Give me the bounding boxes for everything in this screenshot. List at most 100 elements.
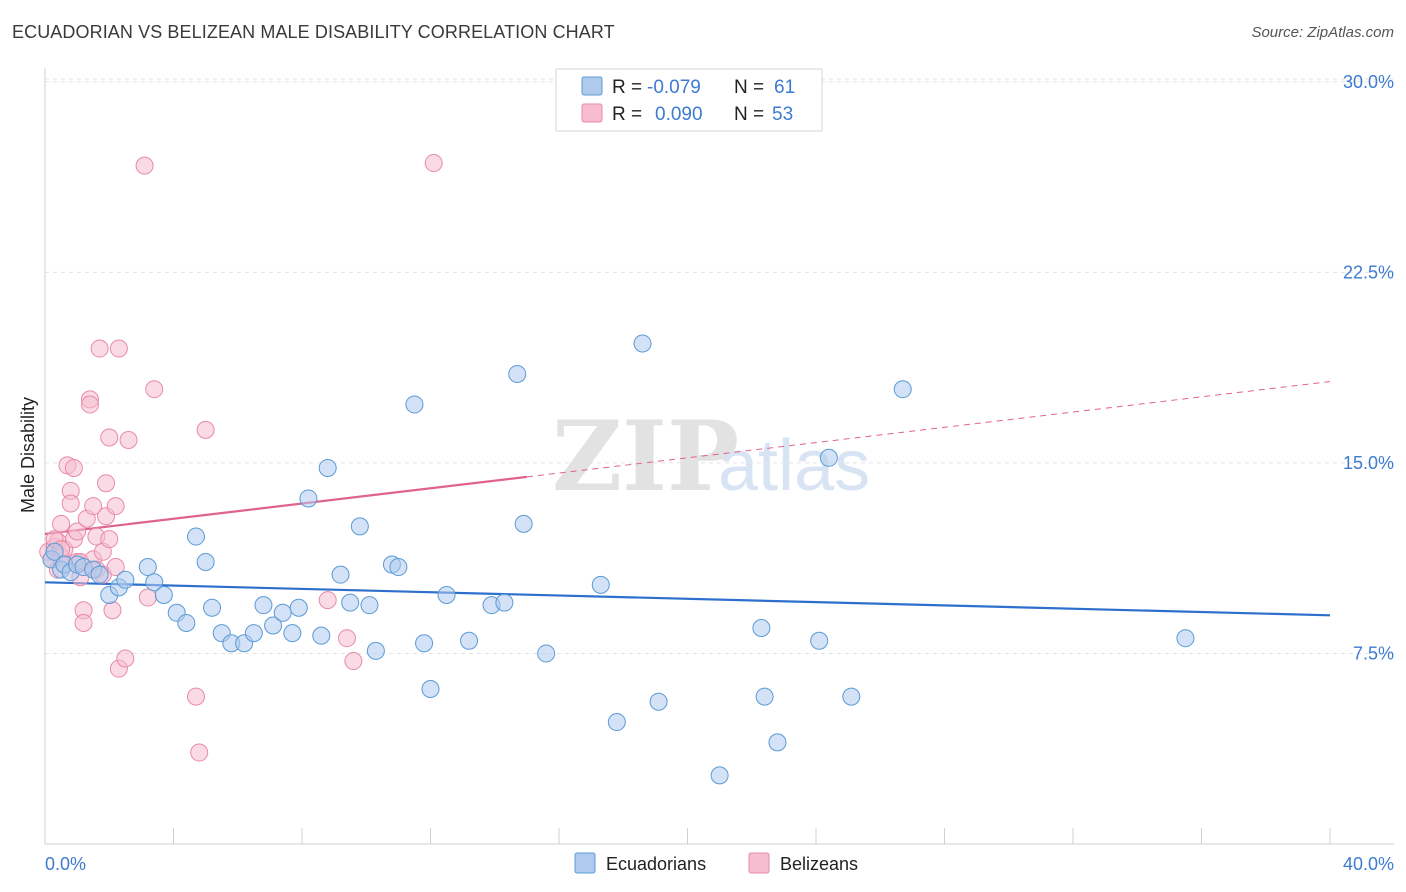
x-tick-label-min: 0.0% [45,854,86,874]
x-tick-label-max: 40.0% [1343,854,1394,874]
ecuadorians-point-35 [360,596,379,615]
ecuadorians-points [42,334,1195,785]
ecuadorians-point-45 [495,593,514,612]
y-axis-label: Male Disability [18,397,38,513]
ecuadorians-point-13 [145,573,164,592]
y-tick-label-1: 15.0% [1343,453,1394,473]
legend-r-value-1: -0.079 [647,77,701,98]
belizeans-point-40 [119,431,138,450]
ecuadorians-point-48 [537,644,556,663]
belizeans-point-22 [80,395,99,414]
belizeans-point-44 [186,687,205,706]
legend: R = -0.079 N = 61 R = 0.090 N = 53 [555,68,823,132]
ecuadorians-point-56 [768,733,787,752]
ecuadorians-point-55 [755,687,774,706]
ecuadorians-point-38 [389,558,408,577]
ecuadorians-point-52 [649,692,668,711]
ecuadorians-point-61 [1176,629,1195,648]
belizeans-point-46 [196,420,215,439]
watermark-atlas: atlas [718,426,870,506]
belizeans-point-23 [84,497,103,516]
bottom-legend-swatch-ecuadorians [574,852,596,874]
ecuadorians-point-32 [331,565,350,584]
ecuadorians-point-28 [289,598,308,617]
belizeans-point-33 [100,530,119,549]
ecuadorians-point-42 [437,586,456,604]
ecuadorians-trend-line [44,581,1331,617]
belizeans-point-27 [90,339,109,358]
ecuadorians-point-51 [633,334,652,353]
ecuadorians-point-46 [508,364,527,383]
ecuadorians-point-26 [273,603,292,622]
belizeans-point-12 [64,458,83,477]
bottom-legend-belizeans: Belizeans [780,854,858,874]
belizeans-trend-line [44,475,528,536]
ecuadorians-point-1 [45,542,64,561]
bottom-legend: Ecuadorians Belizeans [574,852,858,874]
belizeans-point-47 [318,591,337,610]
belizeans-point-48 [337,629,356,648]
ecuadorians-point-53 [710,766,729,785]
belizeans-point-32 [100,428,119,447]
y-tick-label-3: 30.0% [1343,72,1394,92]
belizeans-point-43 [145,380,164,399]
ecuadorians-point-47 [514,514,533,533]
ecuadorians-point-24 [254,596,273,615]
belizeans-point-30 [97,474,116,493]
legend-n-value-2: 53 [772,104,793,125]
belizeans-points [39,154,443,762]
ecuadorians-point-58 [819,448,838,467]
belizeans-point-14 [68,522,87,541]
y-tick-label-2: 22.5% [1343,262,1394,282]
bottom-legend-ecuadorians: Ecuadorians [606,854,706,874]
ecuadorians-point-54 [752,619,771,638]
chart-title: ECUADORIAN VS BELIZEAN MALE DISABILITY C… [12,22,615,42]
ecuadorians-point-31 [318,458,337,477]
ecuadorians-point-18 [196,552,215,571]
y-tick-labels: 7.5% 15.0% 22.5% 30.0% [1343,72,1394,664]
bottom-legend-swatch-belizeans [748,852,770,874]
belizeans-point-35 [106,497,125,516]
source-note: Source: ZipAtlas.com [1251,24,1394,41]
belizeans-point-36 [106,558,125,577]
legend-r-value-2: 0.090 [655,104,703,125]
ecuadorians-point-19 [203,598,222,617]
belizeans-point-34 [103,601,122,620]
ecuadorians-point-34 [350,517,369,536]
belizeans-point-50 [424,154,443,173]
trend-lines [44,381,1331,617]
ecuadorians-point-49 [591,575,610,594]
ecuadorians-point-17 [186,527,205,546]
legend-r-label-2: R = [612,104,642,125]
belizeans-point-38 [109,339,128,358]
ecuadorians-point-60 [893,380,912,399]
legend-r-label-1: R = [612,77,642,98]
legend-swatch-ecuadorians [581,76,603,96]
ecuadorians-point-11 [116,570,135,589]
ecuadorians-point-41 [421,680,440,699]
belizeans-point-49 [344,652,363,671]
grid-lines [45,78,1394,654]
ecuadorians-point-30 [312,626,331,645]
y-tick-label-0: 7.5% [1353,643,1394,663]
belizeans-point-45 [190,743,209,762]
legend-n-label-2: N = [734,104,764,125]
ecuadorians-point-39 [405,395,424,414]
ecuadorians-point-59 [842,687,861,706]
ecuadorians-point-43 [460,631,479,650]
ecuadorians-point-33 [341,593,360,612]
ecuadorians-point-23 [244,624,263,643]
watermark-zip: ZIP [552,400,739,513]
ecuadorians-point-12 [138,558,157,577]
ecuadorians-point-40 [415,634,434,653]
ecuadorians-point-57 [810,631,829,650]
legend-swatch-belizeans [581,103,603,123]
ecuadorians-point-8 [90,565,109,584]
belizeans-point-19 [74,613,93,632]
belizeans-point-11 [61,494,80,513]
legend-n-label-1: N = [734,77,764,98]
ecuadorians-point-14 [154,586,173,604]
axes [44,68,1394,845]
belizeans-trend-line-dashed [526,381,1331,478]
